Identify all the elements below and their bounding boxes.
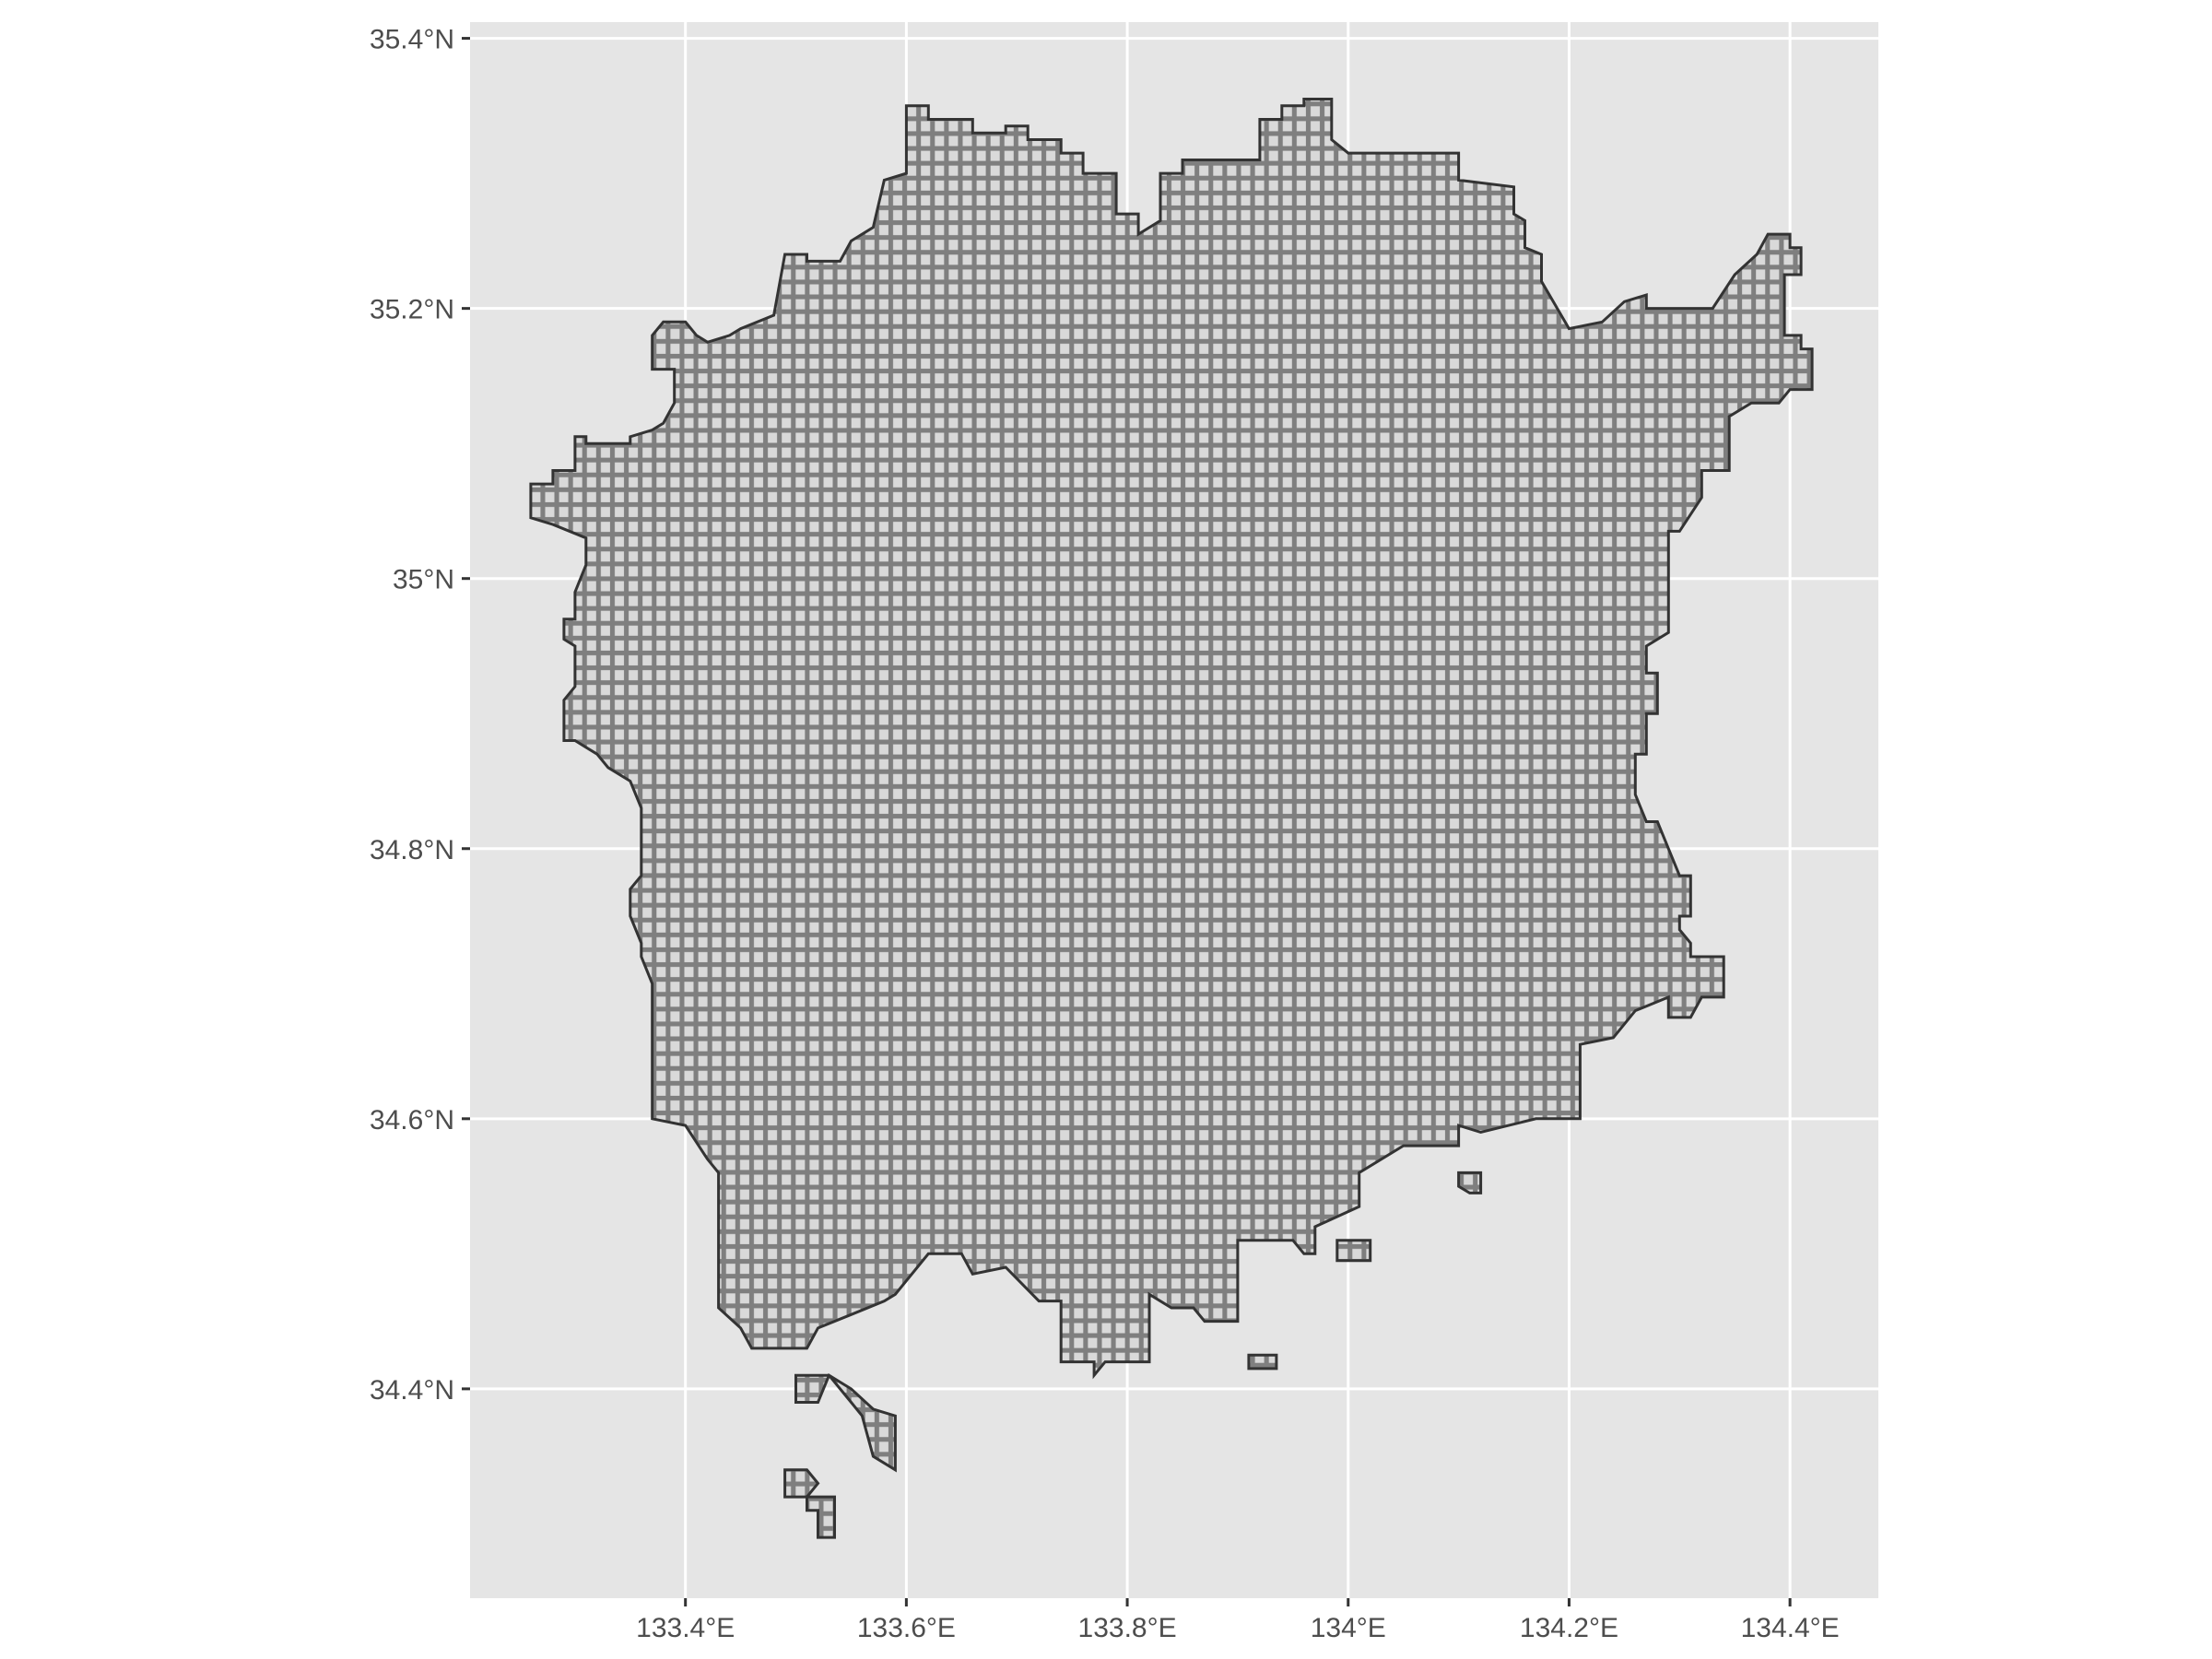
island-mesh-polygon-2 [806, 1495, 836, 1539]
y-tick-label-1: 34.6°N [370, 1105, 454, 1135]
island-mesh-polygon-4 [1247, 1353, 1278, 1371]
y-tick-label-4: 35.2°N [370, 295, 454, 325]
island-mesh-polygon-3 [1457, 1171, 1483, 1194]
x-tick-label-2: 133.8°E [1078, 1613, 1177, 1643]
x-axis: 133.4°E 133.6°E 133.8°E 134°E 134.2°E 134.4°E [636, 1598, 1840, 1643]
x-tick-label-3: 134°E [1311, 1613, 1386, 1643]
x-tick-label-1: 133.6°E [857, 1613, 956, 1643]
mesh-region [529, 98, 1814, 1539]
y-tick-label-3: 35°N [393, 565, 454, 595]
mainland-mesh-polygon [529, 98, 1814, 1380]
x-tick-label-4: 134.2°E [1520, 1613, 1618, 1643]
y-tick-label-0: 34.4°N [370, 1375, 454, 1406]
y-tick-label-2: 34.8°N [370, 835, 454, 865]
y-axis: 34.4°N 34.6°N 34.8°N 35°N 35.2°N 35.4°N [370, 25, 470, 1406]
island-mesh-polygon-1 [783, 1468, 820, 1499]
y-tick-label-5: 35.4°N [370, 25, 454, 55]
island-mesh-polygon-0 [794, 1372, 897, 1473]
island-mesh-polygon-5 [1335, 1239, 1372, 1263]
x-tick-label-0: 133.4°E [636, 1613, 735, 1643]
x-tick-label-5: 134.4°E [1741, 1613, 1840, 1643]
